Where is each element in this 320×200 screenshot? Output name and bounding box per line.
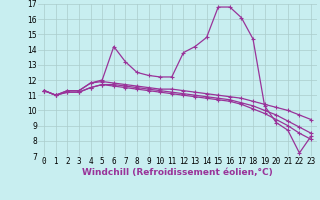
X-axis label: Windchill (Refroidissement éolien,°C): Windchill (Refroidissement éolien,°C) <box>82 168 273 177</box>
